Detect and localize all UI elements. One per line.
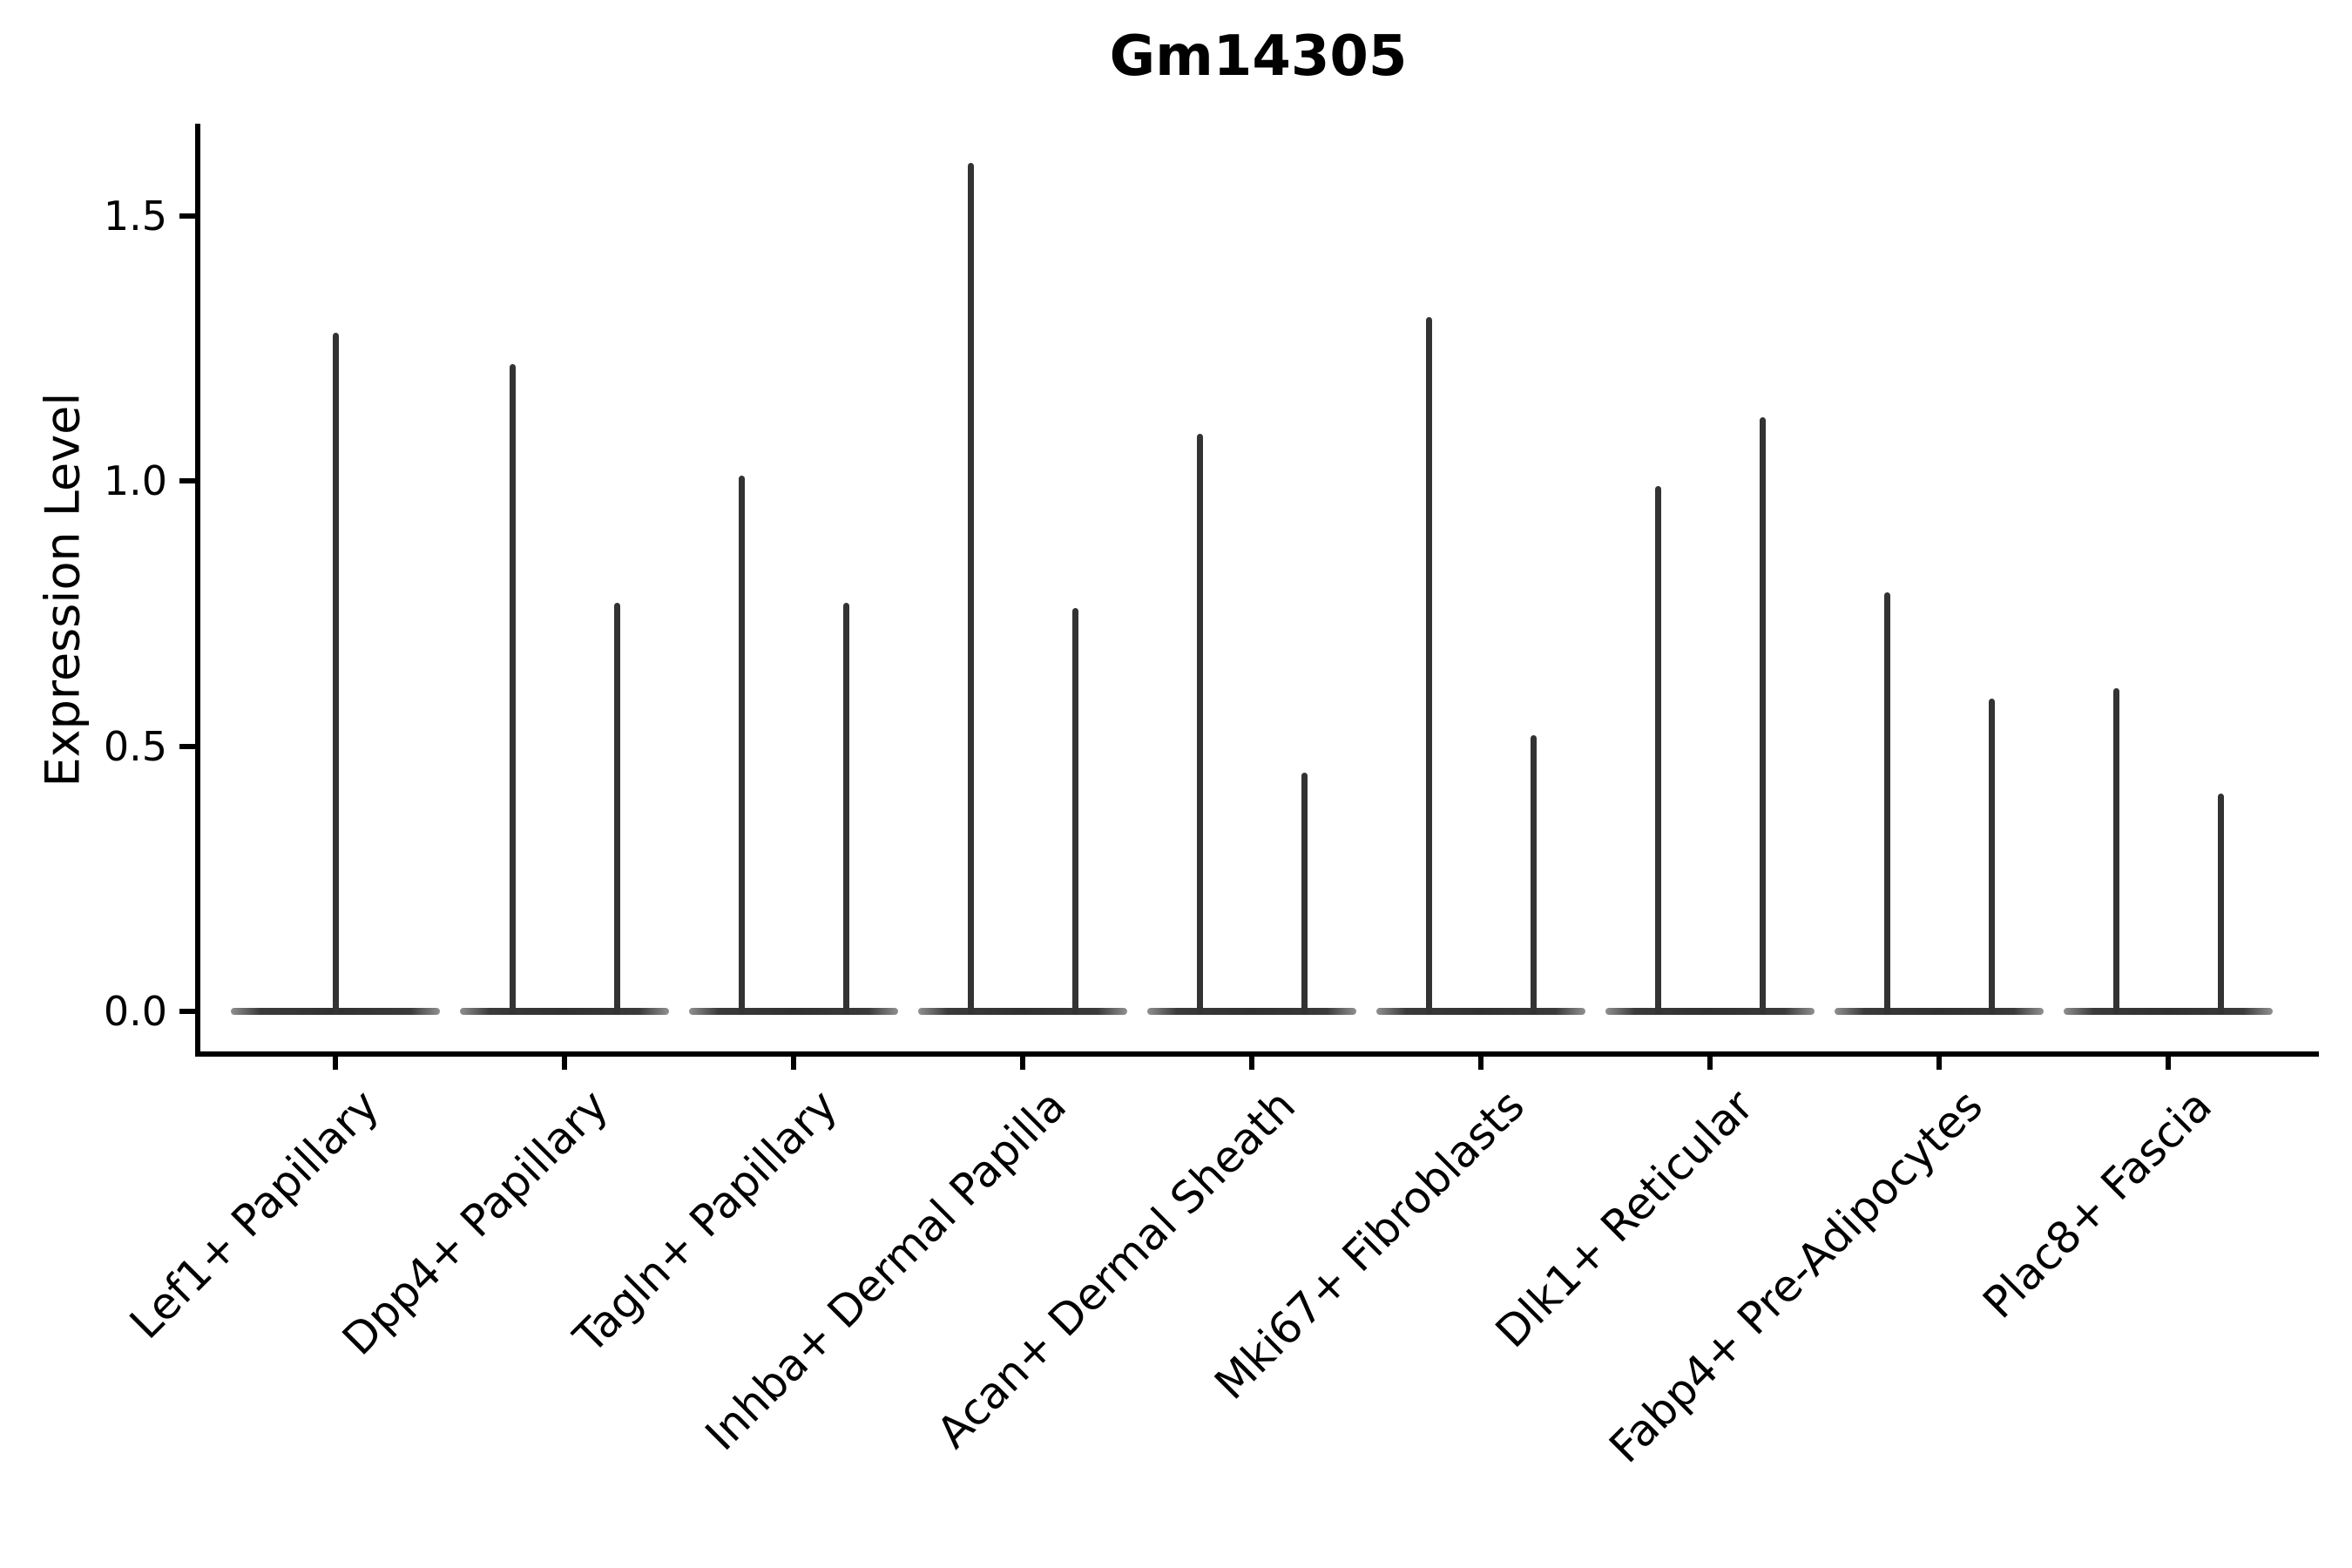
y-tick-label: 1.5: [103, 192, 167, 240]
y-axis-tick: [179, 478, 195, 484]
violin-spike: [1071, 608, 1078, 1015]
violin-base: [1376, 1008, 1585, 1015]
category-label-text: Plac8+ Fascia: [1973, 1080, 2222, 1328]
violin-spike: [1425, 316, 1432, 1015]
category-label: Acan+ Dermal Sheath: [927, 738, 1612, 1458]
x-axis-tick: [1249, 1057, 1254, 1070]
x-axis-tick: [1020, 1057, 1025, 1070]
violin-spike: [2217, 794, 2224, 1015]
chart-title: Gm14305: [1109, 24, 1408, 89]
violin-base: [1147, 1008, 1356, 1015]
violin-spike: [1988, 698, 1995, 1015]
violin-base: [1835, 1008, 2044, 1015]
x-axis-tick: [1478, 1057, 1484, 1070]
violin-base: [918, 1008, 1127, 1015]
y-tick-label: 1.0: [103, 457, 167, 505]
violin-spike: [738, 476, 745, 1015]
x-axis-tick: [1936, 1057, 1942, 1070]
y-axis-tick: [179, 1009, 195, 1014]
y-tick-label: 0.5: [103, 722, 167, 770]
x-axis-tick: [562, 1057, 567, 1070]
x-axis-tick: [333, 1057, 338, 1070]
category-label: Mki67+ Fibroblasts: [1205, 787, 1792, 1409]
y-axis-tick: [179, 743, 195, 749]
violin-base: [460, 1008, 669, 1015]
x-axis-tick: [791, 1057, 796, 1070]
violin-spike: [1196, 433, 1203, 1015]
y-tick-label: 0.0: [103, 988, 167, 1035]
category-label: Plac8+ Fascia: [1973, 868, 2352, 1328]
category-label-text: Lef1+ Papillary: [119, 1080, 389, 1349]
x-axis-tick: [1707, 1057, 1713, 1070]
x-axis-tick: [2166, 1057, 2171, 1070]
y-axis-tick: [179, 213, 195, 219]
category-label: Lef1+ Papillary: [120, 848, 585, 1348]
violin-spike: [1530, 735, 1537, 1015]
violin-base: [1605, 1008, 1815, 1015]
violin-base: [2064, 1008, 2273, 1015]
violin-spike: [332, 332, 339, 1015]
violin-spike: [1654, 486, 1661, 1015]
violin-spike: [1301, 773, 1308, 1015]
x-axis-spine: [195, 1051, 2319, 1057]
violin-spike: [509, 364, 516, 1015]
violin-spike: [613, 603, 620, 1015]
y-axis-spine: [195, 124, 200, 1057]
violin-spike: [967, 163, 974, 1015]
violin-spike: [1759, 417, 1766, 1015]
violin-spike: [2112, 687, 2119, 1015]
category-label-text: Fabp4+ Pre-Adipocytes: [1599, 1080, 1993, 1473]
category-label: Fabp4+ Pre-Adipocytes: [1600, 724, 2313, 1473]
category-label: Inhba+ Dermal Papilla: [696, 736, 1384, 1460]
violin-spike: [1883, 592, 1890, 1015]
violin-base: [689, 1008, 898, 1015]
violin-spike: [842, 603, 849, 1015]
